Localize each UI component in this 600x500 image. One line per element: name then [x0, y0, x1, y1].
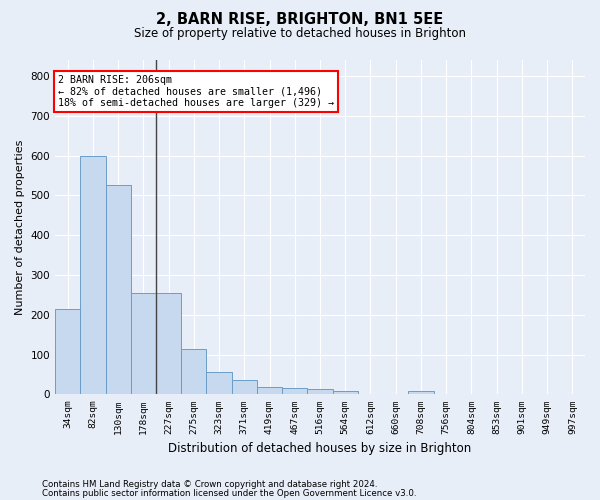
Bar	[131, 293, 156, 394]
Text: Contains public sector information licensed under the Open Government Licence v3: Contains public sector information licen…	[42, 489, 416, 498]
Bar	[409, 391, 434, 394]
Bar	[181, 348, 206, 395]
Bar	[55, 308, 80, 394]
Bar	[257, 387, 282, 394]
Text: Contains HM Land Registry data © Crown copyright and database right 2024.: Contains HM Land Registry data © Crown c…	[42, 480, 377, 489]
Text: Size of property relative to detached houses in Brighton: Size of property relative to detached ho…	[134, 28, 466, 40]
Bar	[282, 388, 307, 394]
X-axis label: Distribution of detached houses by size in Brighton: Distribution of detached houses by size …	[169, 442, 472, 455]
Text: 2 BARN RISE: 206sqm
← 82% of detached houses are smaller (1,496)
18% of semi-det: 2 BARN RISE: 206sqm ← 82% of detached ho…	[58, 75, 334, 108]
Y-axis label: Number of detached properties: Number of detached properties	[15, 140, 25, 315]
Bar	[307, 389, 332, 394]
Bar	[156, 293, 181, 394]
Text: 2, BARN RISE, BRIGHTON, BN1 5EE: 2, BARN RISE, BRIGHTON, BN1 5EE	[157, 12, 443, 28]
Bar	[80, 156, 106, 394]
Bar	[332, 390, 358, 394]
Bar	[106, 186, 131, 394]
Bar	[232, 380, 257, 394]
Bar	[206, 372, 232, 394]
